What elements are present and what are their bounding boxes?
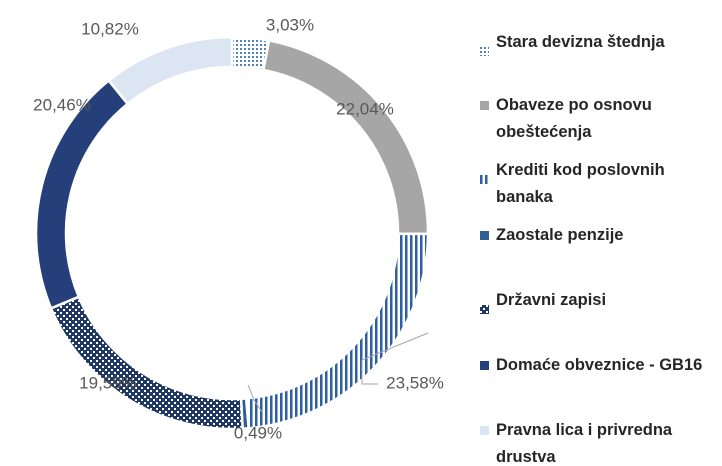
legend-label: Stara devizna štednja (496, 33, 665, 51)
data-label: 0,49% (234, 423, 282, 442)
donut-slice (261, 39, 430, 236)
legend-swatch (480, 296, 489, 314)
legend-swatch (480, 361, 489, 370)
legend-label: Obaveze po osnovu obeštećenja (496, 96, 652, 141)
donut-slice (34, 78, 130, 310)
data-label: 20,46% (33, 95, 91, 114)
legend-item: Zaostale penzije (480, 222, 720, 249)
legend-item: Krediti kod poslovnih banaka (480, 157, 720, 211)
donut-slice (244, 232, 430, 430)
legend-swatch (480, 101, 489, 110)
donut-slice (107, 35, 234, 106)
legend-swatch (480, 426, 489, 435)
legend-label: Zaostale penzije (496, 226, 624, 244)
legend-label: Pravna lica i privredna drustva (496, 421, 673, 466)
legend-swatch (480, 166, 489, 184)
data-label: 22,04% (336, 99, 394, 118)
legend-item: Obaveze po osnovu obeštećenja (480, 92, 720, 146)
donut-slice (49, 295, 244, 431)
legend-item: Pravna lica i privredna drustva (480, 417, 720, 466)
leader-line (361, 332, 429, 385)
chart: 3,03% 22,04% 23,58% 0,49% 19,59% 20,46% 10,82% (33, 15, 444, 442)
legend-label: Domaće obveznice - GB16 (496, 356, 703, 374)
legend-item: Državni zapisi (480, 287, 720, 314)
legend-item: Domaće obveznice - GB16 (480, 352, 720, 379)
data-label: 23,58% (386, 373, 444, 392)
legend-item: Stara devizna štednja (480, 29, 720, 56)
legend-swatch (480, 38, 489, 56)
data-label: 3,03% (266, 15, 314, 34)
legend-swatch (480, 231, 489, 240)
data-label: 19,59% (79, 373, 137, 392)
data-label: 10,82% (81, 19, 139, 38)
leader-line (247, 384, 263, 413)
legend-label: Državni zapisi (496, 291, 607, 309)
legend-label: Krediti kod poslovnih banaka (496, 161, 665, 206)
